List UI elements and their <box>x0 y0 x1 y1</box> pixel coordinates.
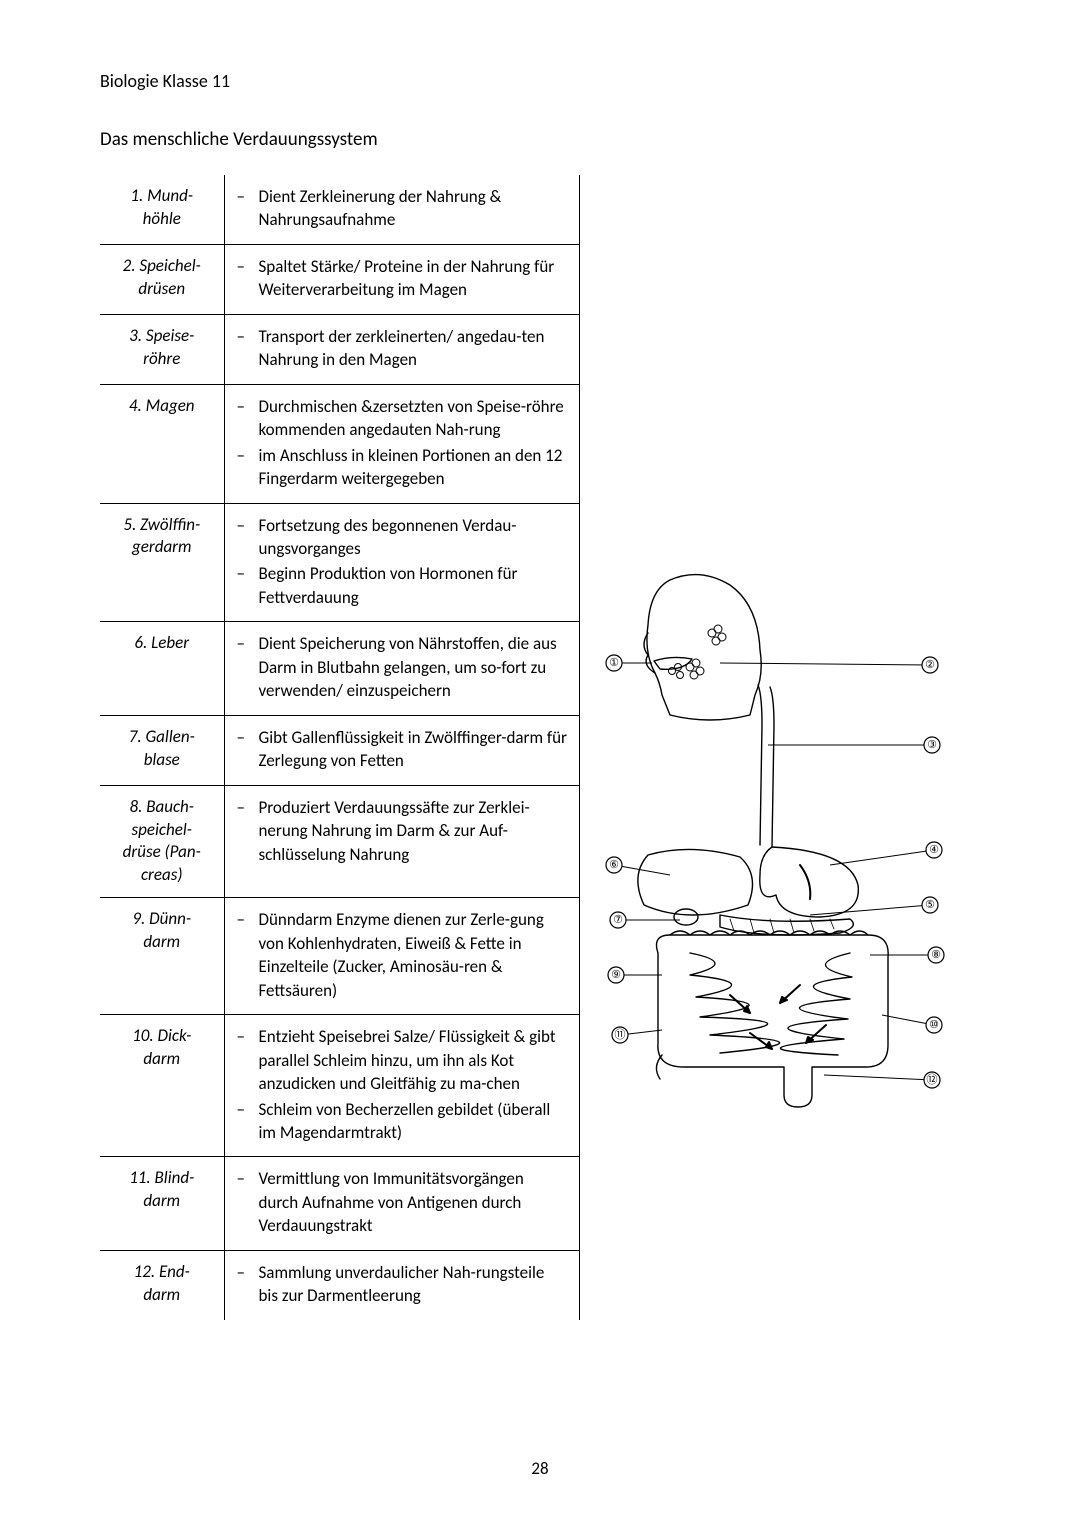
table-row: 10. Dick-darmEntzieht Speisebrei Salze/ … <box>100 1015 580 1157</box>
callout-label: ③ <box>927 739 937 751</box>
organ-cell: 1. Mund-höhle <box>100 175 224 244</box>
function-bullet: Sammlung unverdaulicher Nah-rungsteile b… <box>225 1261 568 1308</box>
organ-cell: 10. Dick-darm <box>100 1015 224 1157</box>
function-bullet: Vermittlung von Immunitätsvorgängen durc… <box>225 1167 568 1237</box>
callout-label: ② <box>925 659 935 671</box>
organ-cell: 8. Bauch-speichel-drüse (Pan-creas) <box>100 785 224 898</box>
page-number: 28 <box>0 1458 1080 1479</box>
function-cell: Transport der zerkleinerten/ angedau-ten… <box>224 314 580 384</box>
function-bullet: Durchmischen &zersetzten von Speise-röhr… <box>225 395 568 442</box>
content-row: 1. Mund-höhleDient Zerkleinerung der Nah… <box>100 175 980 1320</box>
callout-label: ⑦ <box>613 914 623 926</box>
table-row: 6. LeberDient Speicherung von Nährstoffe… <box>100 622 580 715</box>
function-bullet: Transport der zerkleinerten/ angedau-ten… <box>225 325 568 372</box>
table-row: 12. End-darmSammlung unverdaulicher Nah-… <box>100 1250 580 1319</box>
callout-label: ⑩ <box>929 1019 939 1031</box>
organ-cell: 11. Blind-darm <box>100 1157 224 1250</box>
page-title: Das menschliche Verdauungssystem <box>100 128 980 151</box>
function-bullet: Dient Zerkleinerung der Nahrung & Nahrun… <box>225 185 568 232</box>
function-bullet: Beginn Produktion von Hormonen für Fettv… <box>225 562 568 609</box>
function-bullet: Dient Speicherung von Nährstoffen, die a… <box>225 632 568 702</box>
function-bullet: Entzieht Speisebrei Salze/ Flüssigkeit &… <box>225 1025 568 1095</box>
table-row: 2. Speichel-drüsenSpaltet Stärke/ Protei… <box>100 244 580 314</box>
function-bullet: im Anschluss in kleinen Portionen an den… <box>225 444 568 491</box>
callout-label: ⑥ <box>609 859 619 871</box>
function-bullet: Fortsetzung des begonnenen Verdau-ungsvo… <box>225 514 568 561</box>
page-header: Biologie Klasse 11 <box>100 70 980 92</box>
callout-label: ⑧ <box>931 949 941 961</box>
function-bullet: Gibt Gallenflüssigkeit in Zwölffinger-da… <box>225 726 568 773</box>
digestion-diagram: ① ② ③ ④ ⑤ ⑥ ⑦ ⑧ ⑨ ⑩ ⑪ ⑫ <box>600 555 950 1115</box>
function-bullet: Dünndarm Enzyme dienen zur Zerle-gung vo… <box>225 908 568 1002</box>
organ-cell: 7. Gallen-blase <box>100 715 224 785</box>
function-bullet: Produziert Verdauungssäfte zur Zerklei-n… <box>225 796 568 866</box>
function-cell: Dünndarm Enzyme dienen zur Zerle-gung vo… <box>224 898 580 1015</box>
digestion-diagram-wrap: ① ② ③ ④ ⑤ ⑥ ⑦ ⑧ ⑨ ⑩ ⑪ ⑫ <box>600 555 960 1120</box>
callout-label: ⑤ <box>925 899 935 911</box>
callout-label: ⑫ <box>927 1073 938 1086</box>
organ-cell: 5. Zwölffin-gerdarm <box>100 503 224 622</box>
organ-cell: 9. Dünn-darm <box>100 898 224 1015</box>
page: Biologie Klasse 11 Das menschliche Verda… <box>0 0 1080 1527</box>
table-row: 8. Bauch-speichel-drüse (Pan-creas)Produ… <box>100 785 580 898</box>
function-bullet: Spaltet Stärke/ Proteine in der Nahrung … <box>225 255 568 302</box>
table-row: 7. Gallen-blaseGibt Gallenflüssigkeit in… <box>100 715 580 785</box>
function-cell: Gibt Gallenflüssigkeit in Zwölffinger-da… <box>224 715 580 785</box>
digestion-table-wrap: 1. Mund-höhleDient Zerkleinerung der Nah… <box>100 175 580 1320</box>
digestion-table: 1. Mund-höhleDient Zerkleinerung der Nah… <box>100 175 580 1320</box>
table-row: 4. MagenDurchmischen &zersetzten von Spe… <box>100 384 580 503</box>
callout-label: ④ <box>929 844 939 856</box>
function-cell: Vermittlung von Immunitätsvorgängen durc… <box>224 1157 580 1250</box>
function-cell: Durchmischen &zersetzten von Speise-röhr… <box>224 384 580 503</box>
organ-cell: 2. Speichel-drüsen <box>100 244 224 314</box>
function-cell: Produziert Verdauungssäfte zur Zerklei-n… <box>224 785 580 898</box>
callout-label: ⑨ <box>611 969 621 981</box>
organ-cell: 3. Speise-röhre <box>100 314 224 384</box>
function-cell: Sammlung unverdaulicher Nah-rungsteile b… <box>224 1250 580 1319</box>
organ-cell: 12. End-darm <box>100 1250 224 1319</box>
function-cell: Fortsetzung des begonnenen Verdau-ungsvo… <box>224 503 580 622</box>
function-cell: Dient Speicherung von Nährstoffen, die a… <box>224 622 580 715</box>
table-row: 1. Mund-höhleDient Zerkleinerung der Nah… <box>100 175 580 244</box>
table-row: 3. Speise-röhreTransport der zerkleinert… <box>100 314 580 384</box>
callout-label: ① <box>609 657 619 669</box>
function-cell: Spaltet Stärke/ Proteine in der Nahrung … <box>224 244 580 314</box>
callout-label: ⑪ <box>615 1028 626 1041</box>
function-cell: Dient Zerkleinerung der Nahrung & Nahrun… <box>224 175 580 244</box>
function-bullet: Schleim von Becherzellen gebildet (übera… <box>225 1098 568 1145</box>
organ-cell: 4. Magen <box>100 384 224 503</box>
table-row: 9. Dünn-darmDünndarm Enzyme dienen zur Z… <box>100 898 580 1015</box>
table-row: 5. Zwölffin-gerdarmFortsetzung des begon… <box>100 503 580 622</box>
function-cell: Entzieht Speisebrei Salze/ Flüssigkeit &… <box>224 1015 580 1157</box>
organ-cell: 6. Leber <box>100 622 224 715</box>
table-row: 11. Blind-darmVermittlung von Immunitäts… <box>100 1157 580 1250</box>
